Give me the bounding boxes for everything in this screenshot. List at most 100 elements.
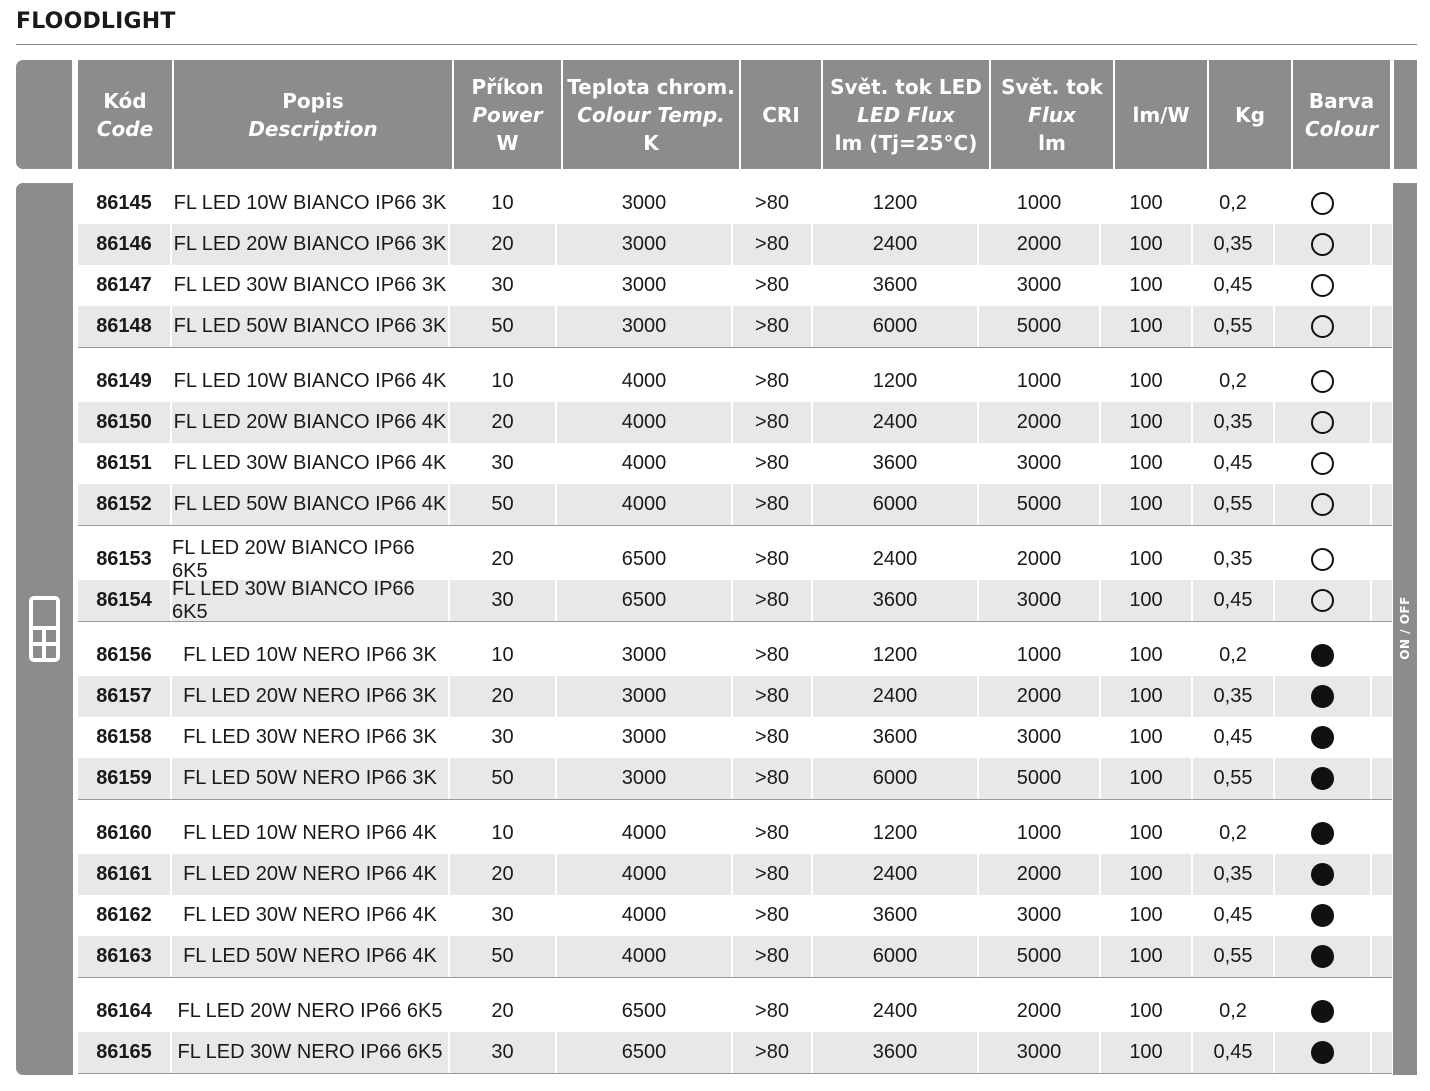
header-ledflux: Svět. tok LED LED Flux lm (Tj=25°C) — [823, 60, 989, 169]
cell-code: 86153 — [78, 539, 172, 580]
cell-kg: 0,45 — [1193, 580, 1275, 621]
header-ledflux-extra-text: lm (Tj=25°C) — [834, 130, 978, 155]
product-group: 86145 FL LED 10W BIANCO IP66 3K 10 3000 >80 1… — [78, 183, 1392, 348]
header-lmw: lm/W — [1115, 60, 1207, 169]
product-group: 86156 FL LED 10W NERO IP66 3K 10 3000 >80 120… — [78, 635, 1392, 800]
cell-colour — [1275, 265, 1372, 306]
cell-kg: 0,55 — [1193, 484, 1275, 525]
cell-flux: 3000 — [979, 580, 1101, 621]
cell-temp: 4000 — [557, 402, 733, 443]
cell-flux: 2000 — [979, 539, 1101, 580]
white-colour-icon — [1311, 589, 1334, 612]
black-colour-icon — [1311, 767, 1334, 790]
cell-cri: >80 — [733, 895, 813, 936]
cell-power: 20 — [450, 402, 557, 443]
cell-temp: 6500 — [557, 1032, 733, 1073]
cell-ledflux: 3600 — [813, 265, 979, 306]
cell-flux: 5000 — [979, 484, 1101, 525]
cell-colour — [1275, 635, 1372, 676]
black-colour-icon — [1311, 685, 1334, 708]
cell-temp: 3000 — [557, 635, 733, 676]
cell-ledflux: 1200 — [813, 813, 979, 854]
header-code: Kód Code — [78, 60, 172, 169]
table-row: 86164 FL LED 20W NERO IP66 6K5 20 6500 >80 24… — [78, 991, 1392, 1032]
cell-power: 10 — [450, 361, 557, 402]
cell-desc: FL LED 20W BIANCO IP66 6K5 — [172, 537, 450, 582]
header-temp-italic-text: Colour Temp. — [577, 102, 725, 127]
header-desc: Popis Description — [174, 60, 452, 169]
table-row: 86156 FL LED 10W NERO IP66 3K 10 3000 >80 120… — [78, 635, 1392, 676]
cell-flux: 3000 — [979, 895, 1101, 936]
cell-code: 86148 — [78, 306, 172, 347]
cell-power: 30 — [450, 717, 557, 758]
cell-colour — [1275, 991, 1372, 1032]
cell-ledflux: 3600 — [813, 717, 979, 758]
cell-cri: >80 — [733, 991, 813, 1032]
cell-desc: FL LED 20W BIANCO IP66 3K — [172, 224, 450, 265]
cell-kg: 0,35 — [1193, 402, 1275, 443]
cell-flux: 3000 — [979, 1032, 1101, 1073]
cell-code: 86154 — [78, 580, 172, 621]
header-flux-extra-text: lm — [1038, 130, 1066, 155]
table-row: 86149 FL LED 10W BIANCO IP66 4K 10 4000 >80 1… — [78, 361, 1392, 402]
cell-power: 50 — [450, 758, 557, 799]
cell-power: 30 — [450, 895, 557, 936]
table-row: 86165 FL LED 30W NERO IP66 6K5 30 6500 >80 36… — [78, 1032, 1392, 1073]
cell-power: 30 — [450, 1032, 557, 1073]
table-row: 86154 FL LED 30W BIANCO IP66 6K5 30 6500 >80… — [78, 578, 1392, 623]
cell-temp: 3000 — [557, 717, 733, 758]
cell-lmw: 100 — [1101, 306, 1193, 347]
cell-desc: FL LED 50W NERO IP66 3K — [172, 758, 450, 799]
cell-kg: 0,2 — [1193, 991, 1275, 1032]
header-flux-lines-text: Svět. tok — [1001, 74, 1103, 99]
cell-power: 20 — [450, 539, 557, 580]
cell-desc: FL LED 30W BIANCO IP66 4K — [172, 443, 450, 484]
cell-cri: >80 — [733, 813, 813, 854]
cell-ledflux: 1200 — [813, 183, 979, 224]
header-power-italic-text: Power — [472, 102, 543, 127]
cell-lmw: 100 — [1101, 936, 1193, 977]
cell-power: 50 — [450, 936, 557, 977]
cell-ledflux: 6000 — [813, 936, 979, 977]
cell-temp: 4000 — [557, 854, 733, 895]
cell-desc: FL LED 10W BIANCO IP66 3K — [172, 183, 450, 224]
cell-flux: 1000 — [979, 813, 1101, 854]
cell-code: 86159 — [78, 758, 172, 799]
cell-flux: 1000 — [979, 183, 1101, 224]
header-desc-italic-text: Description — [248, 116, 378, 141]
cell-ledflux: 3600 — [813, 1032, 979, 1073]
header-flux: Svět. tok Flux lm — [991, 60, 1113, 169]
cell-temp: 3000 — [557, 265, 733, 306]
cell-colour — [1275, 443, 1372, 484]
cell-desc: FL LED 20W NERO IP66 4K — [172, 854, 450, 895]
cell-cri: >80 — [733, 580, 813, 621]
cell-cri: >80 — [733, 676, 813, 717]
cell-cri: >80 — [733, 361, 813, 402]
header-kg-lines-text: Kg — [1235, 102, 1265, 127]
cell-power: 50 — [450, 306, 557, 347]
cell-flux: 1000 — [979, 635, 1101, 676]
cell-code: 86156 — [78, 635, 172, 676]
table-row: 86146 FL LED 20W BIANCO IP66 3K 20 3000 >80 2… — [78, 224, 1392, 265]
cell-lmw: 100 — [1101, 758, 1193, 799]
cell-cri: >80 — [733, 717, 813, 758]
cell-flux: 2000 — [979, 224, 1101, 265]
cell-code: 86164 — [78, 991, 172, 1032]
black-colour-icon — [1311, 863, 1334, 886]
cell-code: 86161 — [78, 854, 172, 895]
cell-cri: >80 — [733, 183, 813, 224]
cell-desc: FL LED 30W NERO IP66 3K — [172, 717, 450, 758]
black-colour-icon — [1311, 644, 1334, 667]
cell-ledflux: 3600 — [813, 443, 979, 484]
cell-flux: 5000 — [979, 936, 1101, 977]
cell-desc: FL LED 20W NERO IP66 6K5 — [172, 991, 450, 1032]
cell-desc: FL LED 50W BIANCO IP66 4K — [172, 484, 450, 525]
white-colour-icon — [1311, 192, 1334, 215]
cell-lmw: 100 — [1101, 443, 1193, 484]
header-cri: CRI — [741, 60, 821, 169]
cell-cri: >80 — [733, 484, 813, 525]
cell-kg: 0,45 — [1193, 1032, 1275, 1073]
cell-kg: 0,35 — [1193, 854, 1275, 895]
cell-kg: 0,35 — [1193, 676, 1275, 717]
black-colour-icon — [1311, 1041, 1334, 1064]
